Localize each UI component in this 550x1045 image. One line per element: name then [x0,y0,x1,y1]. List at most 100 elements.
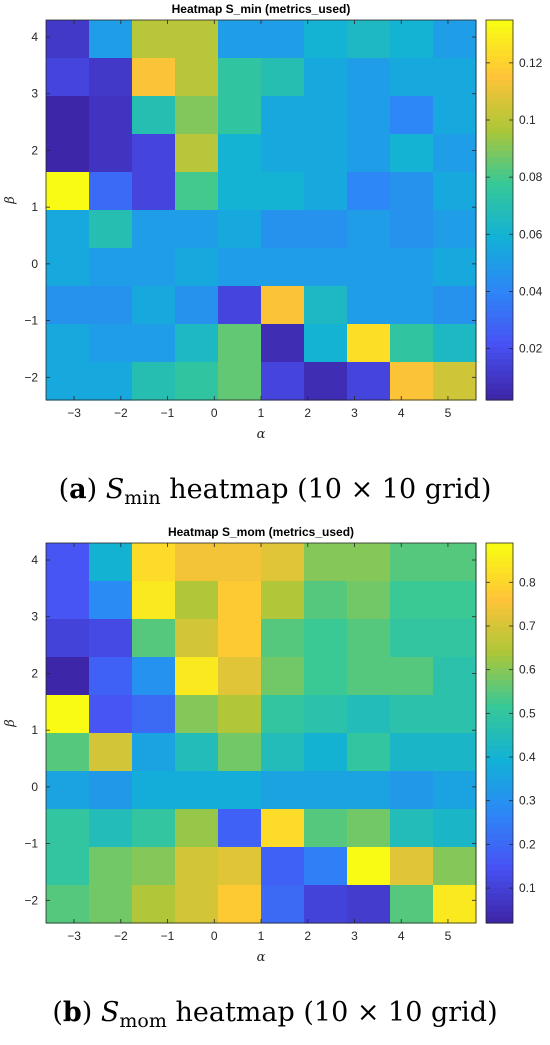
heatmap-cell [218,172,262,211]
heatmap-cell [261,619,305,658]
colorbar-step [486,881,513,888]
colorbar-step [486,61,513,69]
heatmap-cell [304,543,348,582]
heatmap-cell [46,96,90,135]
colorbar-step [486,798,513,805]
heatmap-cell [89,847,133,886]
colorbar-step [486,79,513,86]
heatmap-cell [46,809,90,848]
heatmap-cell [218,695,262,734]
heatmap-cell [390,58,434,97]
colorbar-tick-label: 0.06 [519,227,543,241]
colorbar-step [486,186,513,193]
colorbar-step [486,269,513,276]
heatmap-cell [304,581,348,620]
heatmap-cell [132,885,176,924]
colorbar-step [486,667,513,675]
heatmap-cell [89,286,133,325]
colorbar-step [486,572,513,580]
colorbar-step [486,233,513,241]
colorbar-step [486,85,513,92]
colorbar-step [486,911,513,918]
heatmap-cell [433,695,477,734]
chart-title: Heatmap S_min (metrics_used) [172,2,351,16]
heatmap-cell [304,134,348,173]
colorbar-step [486,608,513,615]
heatmap-cell [347,134,391,173]
heatmap-cell [132,134,176,173]
heatmap-cell [261,809,305,848]
x-tick-label: 2 [304,406,311,420]
heatmap-cell [218,543,262,582]
heatmap-cell [46,695,90,734]
heatmap-cell [46,619,90,658]
x-tick-label: 4 [398,929,405,943]
heatmap-cell [89,172,133,211]
heatmap-cell [304,885,348,924]
x-tick-label: 4 [398,406,405,420]
colorbar-step [486,804,513,811]
heatmap-cell [132,695,176,734]
colorbar-step [486,839,513,847]
heatmap-cell [46,847,90,886]
heatmap-cell [218,619,262,658]
colorbar [486,20,513,401]
colorbar-step [486,346,513,354]
heatmap-cell [89,324,133,363]
colorbar-step [486,192,513,199]
heatmap-cell [132,362,176,401]
colorbar-tick-label: 0.1 [519,881,536,895]
colorbar-step [486,828,513,835]
heatmap-cell [89,362,133,401]
colorbar-step [486,750,513,758]
x-tick-label: −2 [114,406,128,420]
colorbar-step [486,887,513,894]
colorbar-step [486,31,513,39]
heatmap-cell [46,362,90,401]
colorbar-tick-label: 0.6 [519,663,536,677]
x-tick-label: −1 [161,929,175,943]
colorbar-tick-label: 0.1 [519,113,536,127]
colorbar-step [486,851,513,859]
colorbar-step [486,394,513,401]
colorbar-step [486,786,513,793]
heatmap-cell [433,809,477,848]
caption-text: heatmap (10 × 10 grid) [175,997,498,1028]
y-tick-label: 3 [31,87,38,101]
caption-s-min: (a) Smin heatmap (10 × 10 grid) [58,474,492,509]
colorbar-step [486,845,513,853]
colorbar-step [486,340,513,348]
heatmap-cell [347,58,391,97]
colorbar-step [486,352,513,360]
heatmap-cell [175,581,219,620]
colorbar-step [486,126,513,134]
heatmap-cell [433,324,477,363]
heatmap-cell [347,885,391,924]
heatmap-cell [304,847,348,886]
heatmap-cell [46,581,90,620]
heatmap-cell [218,20,262,59]
colorbar-step [486,97,513,104]
heatmap-cell [218,96,262,135]
colorbar-step [486,697,513,704]
heatmap-cell [347,20,391,59]
y-tick-label: 1 [31,723,38,737]
caption-text: heatmap (10 × 10 grid) [169,474,492,505]
colorbar [486,543,513,924]
colorbar-step [486,263,513,270]
colorbar-step [486,132,513,140]
colorbar-step [486,281,513,288]
colorbar-step [486,620,513,627]
colorbar-step [486,251,513,259]
heatmap-cell [132,543,176,582]
colorbar-step [486,875,513,883]
heatmap-cell [218,771,262,810]
colorbar-tick-label: 0.04 [519,284,543,298]
heatmap-cell [175,619,219,658]
colorbar-step [486,768,513,776]
heatmap-cell [46,543,90,582]
heatmap-cell [132,733,176,772]
heatmap-cell [175,96,219,135]
heatmap-cell [390,362,434,401]
heatmap-cell [89,733,133,772]
